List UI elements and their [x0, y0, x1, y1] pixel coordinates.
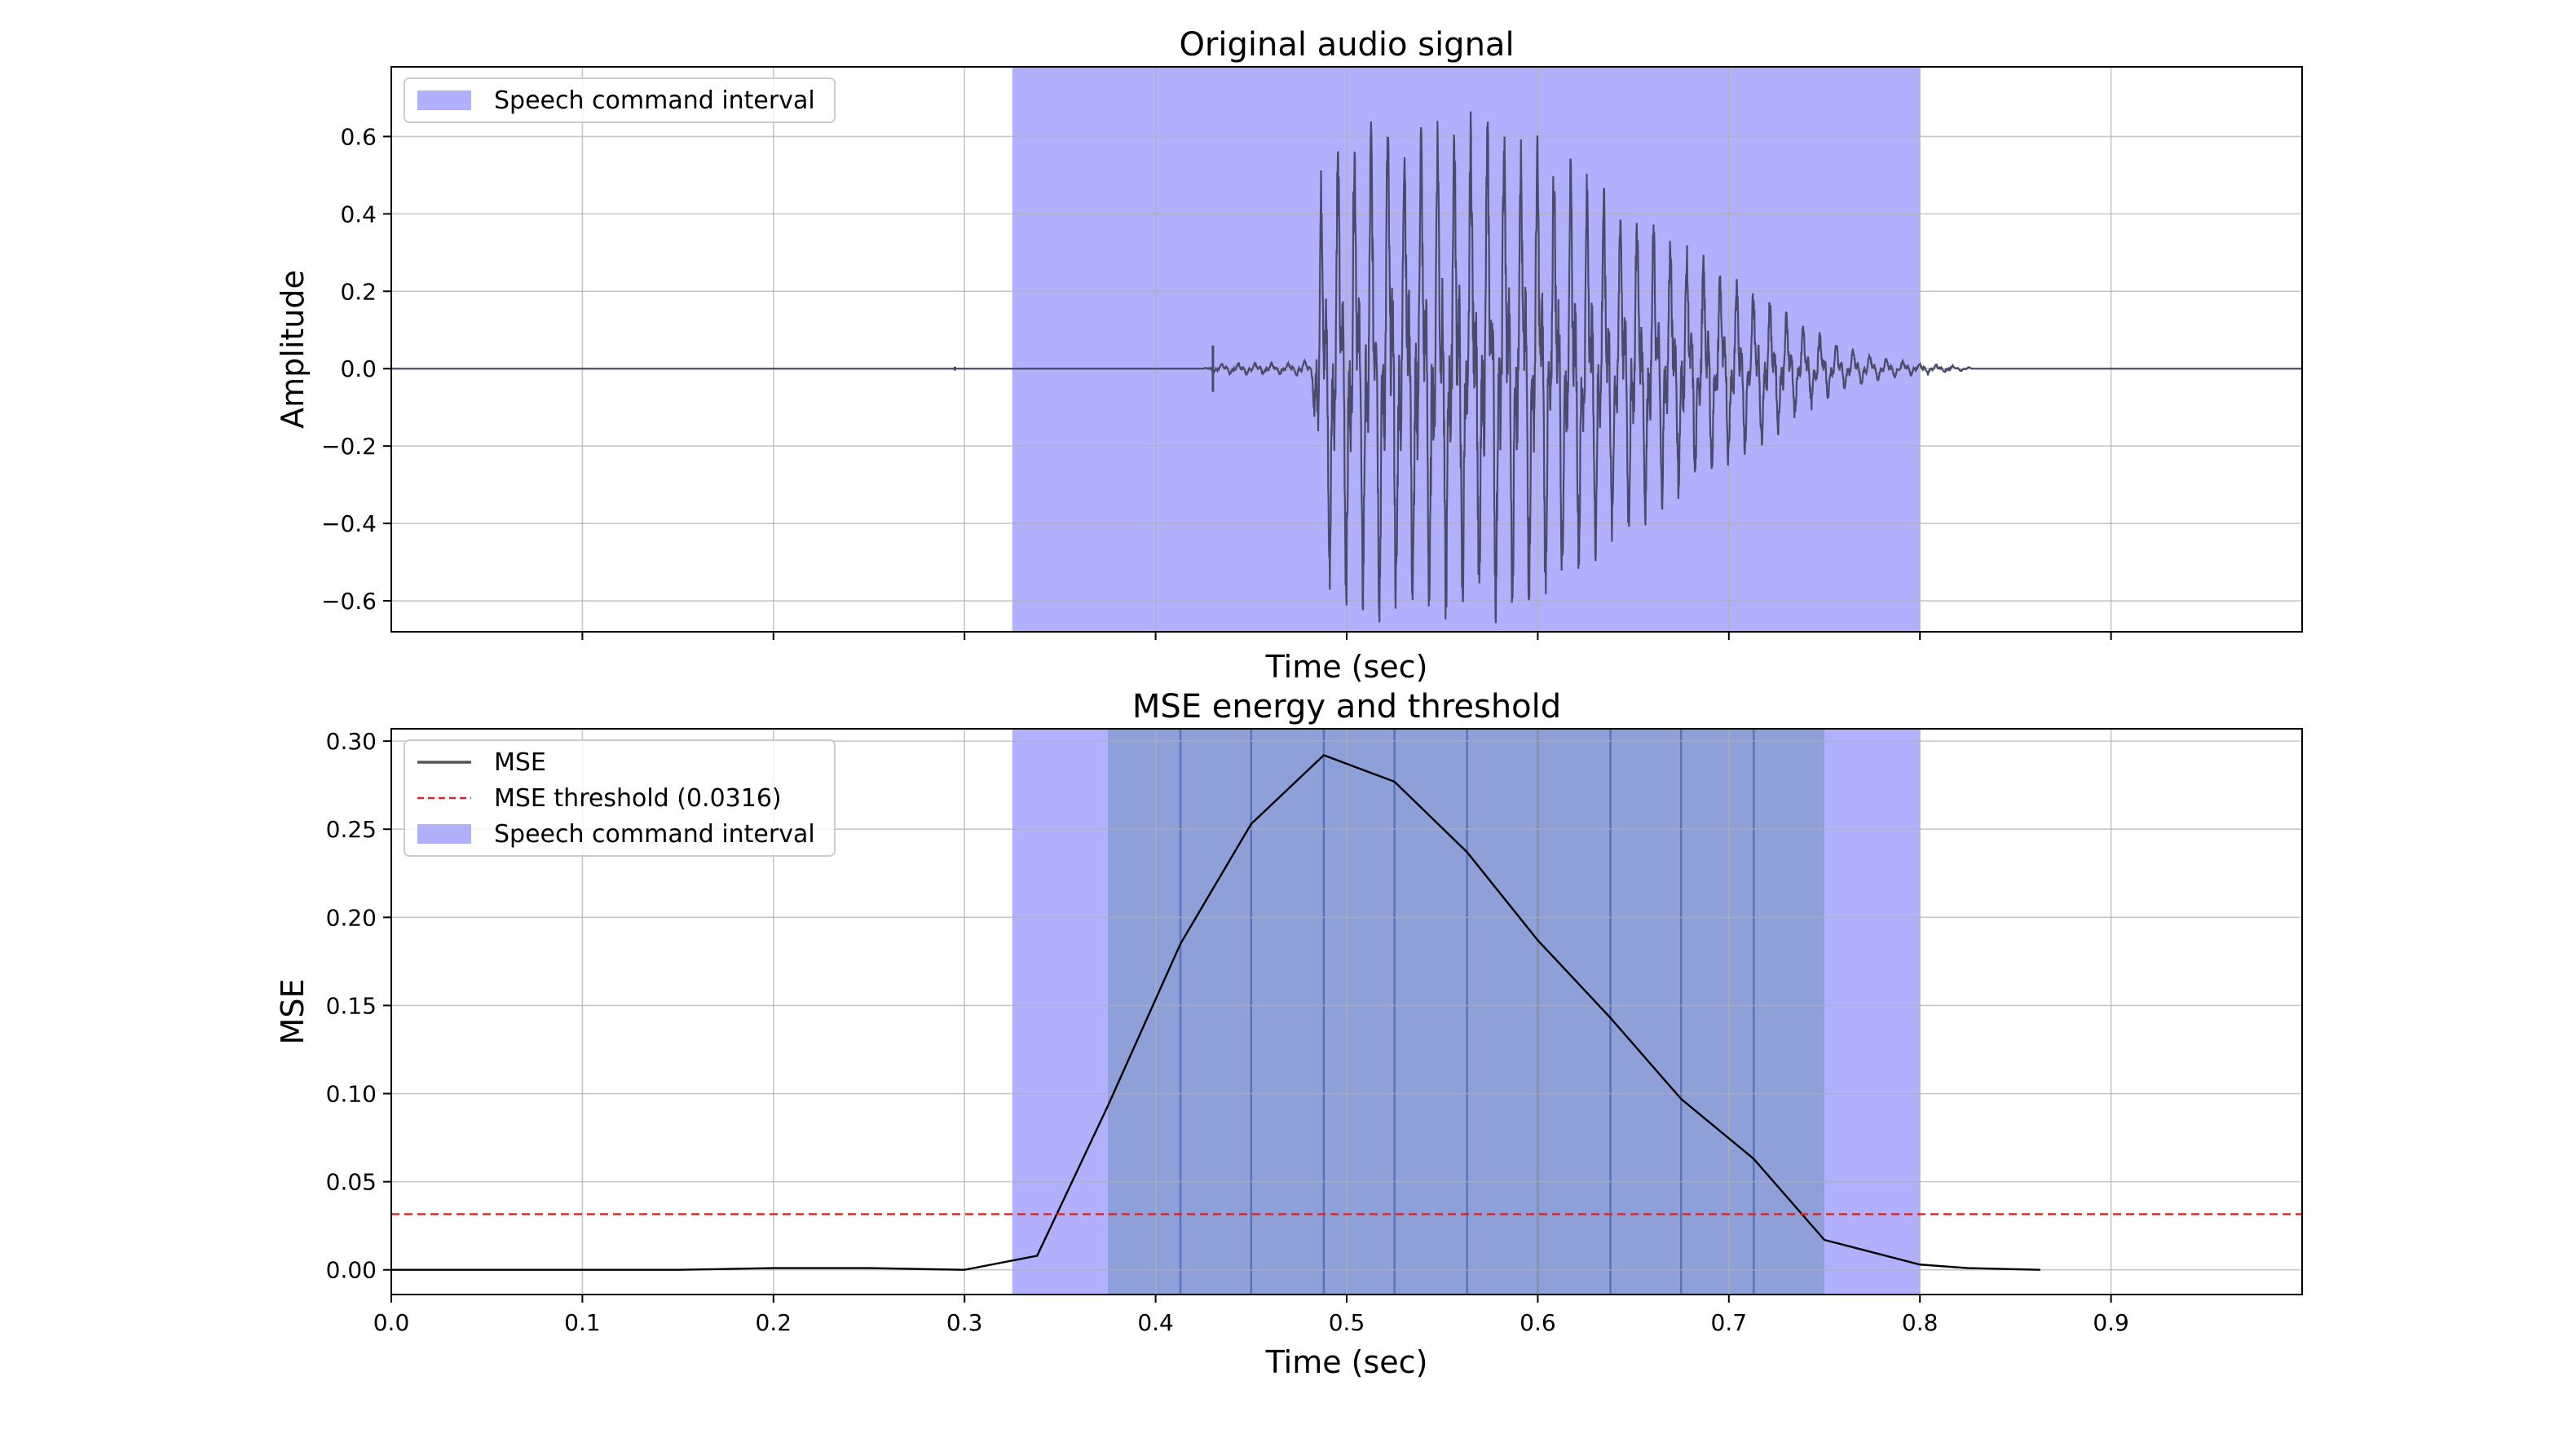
subplot-title: MSE energy and threshold	[1132, 688, 1561, 726]
subplot-audio-signal: −0.6 −0.4 −0.2 0.0 0.2 0.4 0.6 Original audio s…	[275, 26, 2303, 685]
audio-waveform-line	[391, 111, 2303, 624]
y-tick-label: 0.4	[340, 201, 377, 227]
legend-label: MSE	[494, 748, 546, 777]
speech-interval-span	[1012, 67, 1921, 632]
y-tick-label: −0.2	[321, 433, 377, 460]
x-tick-label: 0.1	[564, 1309, 601, 1336]
y-tick-label: 0.30	[326, 728, 377, 755]
legend-label: Speech command interval	[494, 820, 815, 849]
legend-handle-interval	[417, 824, 471, 844]
x-tick-label: 0.3	[946, 1309, 983, 1336]
y-axis-label: MSE	[275, 979, 311, 1045]
x-tick-label: 0.6	[1520, 1309, 1556, 1336]
legend: Speech command interval	[404, 77, 836, 123]
y-tick-label: 0.10	[326, 1081, 377, 1108]
legend: MSE MSE threshold (0.0316) Speech command …	[404, 739, 836, 857]
legend-box	[404, 77, 836, 123]
y-tick-label: 0.15	[326, 992, 377, 1019]
mse-line	[391, 754, 2040, 1271]
legend-label: MSE threshold (0.0316)	[494, 784, 782, 813]
y-tick-label: 0.05	[326, 1169, 377, 1196]
x-tick-label: 0.8	[1902, 1309, 1939, 1336]
x-tick-label: 0.9	[2093, 1309, 2129, 1336]
subplot-mse-energy: 0.00 0.05 0.10 0.15 0.20 0.25 0.30 0.0 0.1 0.2 0.3…	[275, 688, 2303, 1380]
y-tick-label: 0.00	[326, 1257, 377, 1284]
y-tick-label: −0.4	[321, 510, 377, 537]
x-tick-label: 0.5	[1329, 1309, 1365, 1336]
subplot-title: Original audio signal	[1179, 26, 1514, 64]
x-axis-label: Time (sec)	[1265, 649, 1428, 685]
y-tick-label: −0.6	[321, 588, 377, 615]
x-tick-label: 0.4	[1137, 1309, 1174, 1336]
x-tick-label: 0.0	[373, 1309, 410, 1336]
x-tick-label: 0.7	[1711, 1309, 1748, 1336]
y-tick-label: 0.20	[326, 904, 377, 931]
y-tick-label: 0.25	[326, 816, 377, 843]
y-tick-label: 0.0	[340, 355, 377, 382]
legend-label: Speech command interval	[494, 86, 815, 115]
legend-box	[404, 739, 836, 857]
x-tick-label: 0.2	[756, 1309, 792, 1336]
x-axis-label: Time (sec)	[1265, 1344, 1428, 1380]
y-tick-label: 0.2	[340, 278, 377, 305]
y-axis-label: Amplitude	[275, 270, 311, 429]
legend-handle-interval	[417, 90, 471, 110]
y-tick-label: 0.6	[340, 123, 377, 150]
